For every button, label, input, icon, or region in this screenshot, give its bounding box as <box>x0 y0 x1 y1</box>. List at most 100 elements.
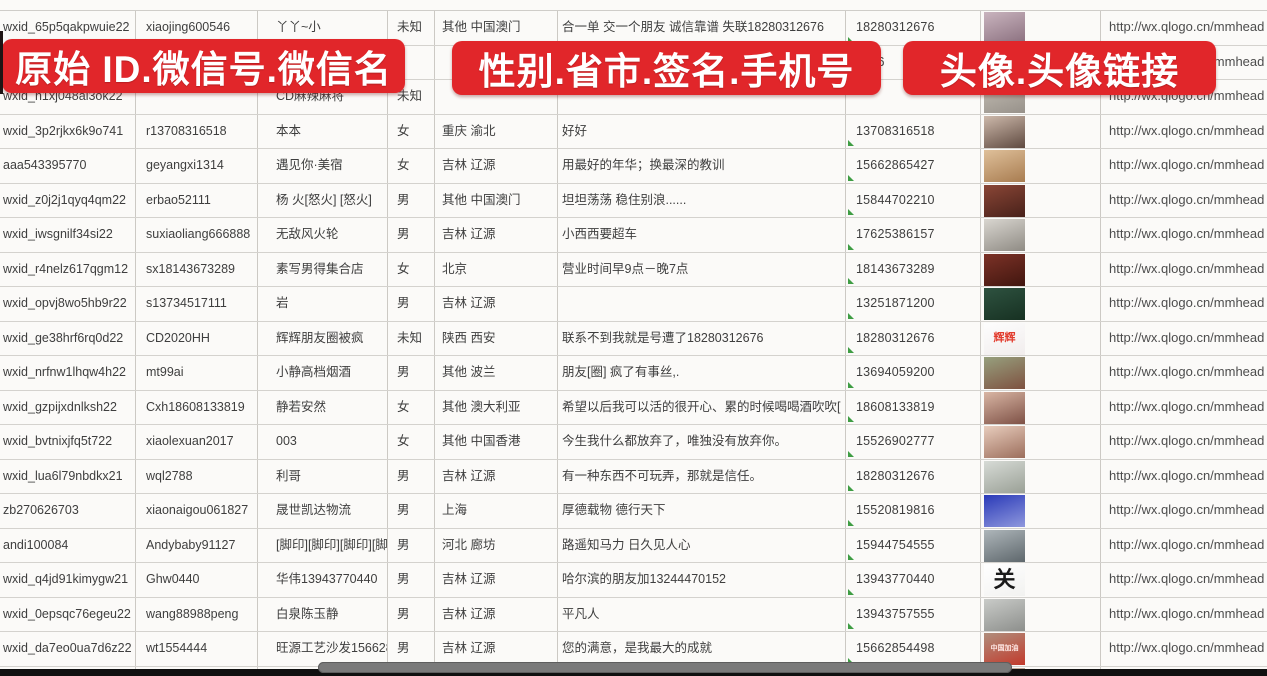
cell-wechat-no[interactable]: Ghw0440 <box>136 563 258 597</box>
cell-phone[interactable]: 15662865427 <box>846 149 981 183</box>
cell-gender[interactable]: 男 <box>388 494 435 528</box>
cell-phone[interactable]: 15662854498 <box>846 632 981 666</box>
cell-wechat-name[interactable]: 小静高档烟酒 <box>258 356 388 390</box>
cell-wechat-no[interactable]: xiaonaigou061827 <box>136 494 258 528</box>
cell-signature[interactable]: 好好 <box>558 114 846 148</box>
cell-signature[interactable]: 坦坦荡荡 稳住别浪...... <box>558 183 846 217</box>
cell-wechat-no[interactable]: mt99ai <box>136 356 258 390</box>
cell-avatar[interactable] <box>981 459 1101 493</box>
cell-phone[interactable]: 13943757555 <box>846 597 981 631</box>
cell-phone[interactable]: 18608133819 <box>846 390 981 424</box>
cell-original-id[interactable]: wxid_gzpijxdnlksh22 <box>0 390 136 424</box>
cell-region[interactable] <box>435 80 558 114</box>
cell-wechat-name[interactable]: 静若安然 <box>258 390 388 424</box>
cell-avatar-url[interactable]: http://wx.qlogo.cn/mmhead <box>1109 502 1265 517</box>
cell-gender[interactable]: 男 <box>388 632 435 666</box>
cell-region[interactable]: 其他 中国香港 <box>435 425 558 459</box>
cell-signature[interactable]: 路遥知马力 日久见人心 <box>558 528 846 562</box>
cell-phone[interactable]: 18143673289 <box>846 252 981 286</box>
cell-wechat-name[interactable]: 旺源工艺沙发15662854 <box>258 632 388 666</box>
horizontal-scrollbar-thumb[interactable] <box>318 662 1012 673</box>
cell-signature[interactable]: 今生我什么都放弃了，唯独没有放弃你。 <box>558 425 846 459</box>
cell-wechat-no[interactable]: CD2020HH <box>136 321 258 355</box>
cell-wechat-name[interactable]: 素写男得集合店 <box>258 252 388 286</box>
cell-wechat-name[interactable]: 003 <box>258 425 388 459</box>
cell-wechat-no[interactable]: wt1554444 <box>136 632 258 666</box>
cell-wechat-name[interactable]: 华伟13943770440 <box>258 563 388 597</box>
cell-phone[interactable]: 18280312676 <box>846 459 981 493</box>
cell-signature[interactable]: 有一种东西不可玩弄，那就是信任。 <box>558 459 846 493</box>
cell-avatar-url[interactable]: http://wx.qlogo.cn/mmhead <box>1109 433 1265 448</box>
cell-signature[interactable] <box>558 80 846 114</box>
cell-signature[interactable]: 联系不到我就是号遭了18280312676 <box>558 321 846 355</box>
cell-avatar[interactable]: 辉辉 <box>981 321 1101 355</box>
cell-avatar[interactable] <box>981 390 1101 424</box>
cell-original-id[interactable]: wxid_da7eo0ua7d6z22 <box>0 632 136 666</box>
cell-avatar[interactable] <box>981 287 1101 321</box>
cell-avatar[interactable] <box>981 114 1101 148</box>
cell-original-id[interactable]: zb270626703 <box>0 494 136 528</box>
cell-original-id[interactable]: wxid_65p5qakpwuie22 <box>0 11 136 45</box>
cell-avatar-url[interactable]: http://wx.qlogo.cn/mmhead <box>1109 467 1265 483</box>
cell-region[interactable]: 吉林 辽源 <box>435 218 558 252</box>
cell-avatar-url[interactable]: http://wx.qlogo.cn/mmhead <box>1109 122 1265 138</box>
cell-avatar-url[interactable]: http://wx.qlogo.cn/mmhead <box>1109 19 1265 34</box>
cell-region[interactable]: 吉林 辽源 <box>435 149 558 183</box>
cell-signature[interactable] <box>558 287 846 321</box>
cell-wechat-no[interactable]: suxiaoliang666888 <box>136 218 258 252</box>
cell-wechat-no[interactable]: Andybaby91127 <box>136 528 258 562</box>
cell-original-id[interactable]: wxid_bvtnixjfq5t722 <box>0 425 136 459</box>
cell-signature[interactable]: 厚德载物 德行天下 <box>558 494 846 528</box>
cell-gender[interactable]: 男 <box>388 356 435 390</box>
cell-gender[interactable]: 女 <box>388 114 435 148</box>
cell-phone[interactable]: 15844702210 <box>846 183 981 217</box>
cell-gender[interactable]: 未知 <box>388 321 435 355</box>
cell-original-id[interactable]: wxid_ge38hrf6rq0d22 <box>0 321 136 355</box>
cell-avatar-url[interactable]: http://wx.qlogo.cn/mmhead <box>1109 605 1265 621</box>
cell-region[interactable]: 其他 澳大利亚 <box>435 390 558 424</box>
cell-avatar[interactable] <box>981 494 1101 528</box>
cell-avatar[interactable] <box>981 218 1101 252</box>
cell-wechat-name[interactable]: 白泉陈玉静 <box>258 597 388 631</box>
cell-avatar-url[interactable]: http://wx.qlogo.cn/mmhead <box>1109 226 1265 241</box>
cell-avatar[interactable]: 关 <box>981 563 1101 597</box>
cell-signature[interactable]: 营业时间早9点－晚7点 <box>558 252 846 286</box>
cell-avatar[interactable] <box>981 183 1101 217</box>
cell-original-id[interactable]: andi100084 <box>0 528 136 562</box>
cell-avatar-url[interactable]: http://wx.qlogo.cn/mmhead <box>1109 640 1265 655</box>
cell-gender[interactable] <box>388 45 435 79</box>
cell-avatar[interactable] <box>981 597 1101 631</box>
cell-avatar[interactable] <box>981 356 1101 390</box>
cell-wechat-no[interactable]: erbao52111 <box>136 183 258 217</box>
cell-phone[interactable]: 13943770440 <box>846 563 981 597</box>
cell-signature[interactable]: 朋友[圈] 疯了有事丝,. <box>558 356 846 390</box>
cell-wechat-no[interactable] <box>136 80 258 114</box>
cell-phone[interactable]: 13708316518 <box>846 114 981 148</box>
cell-signature[interactable]: 用最好的年华；换最深的教训 <box>558 149 846 183</box>
cell-avatar[interactable] <box>981 252 1101 286</box>
cell-wechat-no[interactable]: wql2788 <box>136 459 258 493</box>
cell-avatar[interactable] <box>981 425 1101 459</box>
cell-gender[interactable]: 女 <box>388 425 435 459</box>
cell-phone[interactable] <box>846 80 981 114</box>
cell-wechat-name[interactable]: 无敌风火轮 <box>258 218 388 252</box>
cell-phone[interactable]: 13694059200 <box>846 356 981 390</box>
cell-avatar-url[interactable]: http://wx.qlogo.cn/mmhead <box>1109 157 1265 172</box>
cell-region[interactable]: 其他 中国澳门 <box>435 11 558 45</box>
cell-gender[interactable]: 男 <box>388 218 435 252</box>
cell-original-id[interactable]: wxid_nrfnw1lhqw4h22 <box>0 356 136 390</box>
cell-original-id[interactable]: wxid_iwsgnilf34si22 <box>0 218 136 252</box>
cell-phone[interactable]: 15520819816 <box>846 494 981 528</box>
cell-region[interactable]: 吉林 辽源 <box>435 597 558 631</box>
cell-phone[interactable]: 18280312676 <box>846 11 981 45</box>
cell-wechat-name[interactable]: 丫丫~小 <box>258 11 388 45</box>
cell-phone[interactable]: 18280312676 <box>846 321 981 355</box>
cell-original-id[interactable]: wxid_q4jd91kimygw21 <box>0 563 136 597</box>
cell-region[interactable]: 其他 波兰 <box>435 356 558 390</box>
cell-gender[interactable]: 未知 <box>388 80 435 114</box>
cell-phone[interactable]: 15526902777 <box>846 425 981 459</box>
cell-region[interactable]: 吉林 辽源 <box>435 459 558 493</box>
cell-wechat-name[interactable]: [脚印][脚印][脚印][脚印 <box>258 528 388 562</box>
cell-wechat-no[interactable]: r13708316518 <box>136 114 258 148</box>
cell-signature[interactable]: 希望以后我可以活的很开心、累的时候喝喝酒吹吹[ <box>558 390 846 424</box>
